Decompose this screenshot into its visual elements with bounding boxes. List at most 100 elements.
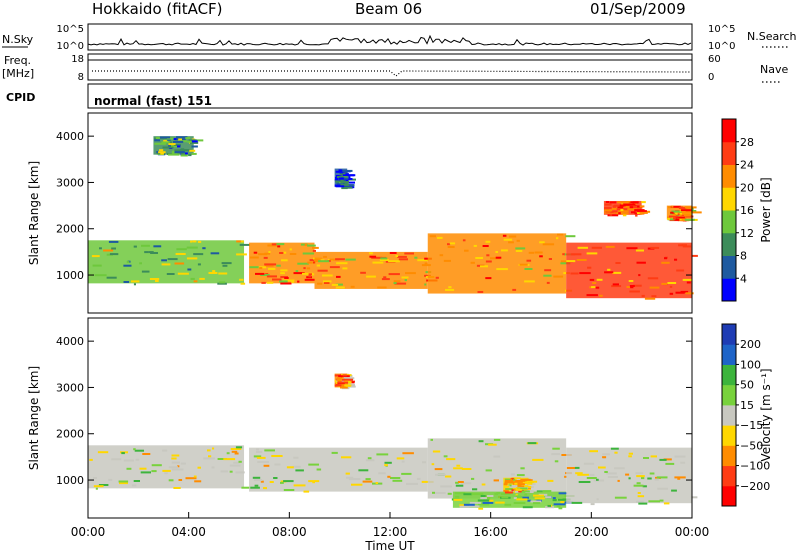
heatmap-cell bbox=[477, 291, 484, 293]
heatmap-cell bbox=[542, 243, 555, 246]
heatmap-cell bbox=[461, 468, 472, 470]
heatmap-cell bbox=[690, 496, 698, 499]
heatmap-cell bbox=[258, 266, 267, 269]
heatmap-cell bbox=[89, 458, 93, 461]
heatmap-cell bbox=[168, 143, 176, 146]
heatmap-cell bbox=[496, 268, 508, 271]
heatmap-cell bbox=[614, 496, 627, 499]
heatmap-cell bbox=[641, 294, 645, 297]
heatmap-cell bbox=[304, 243, 307, 246]
heatmap-cell bbox=[161, 259, 167, 262]
heatmap-cell bbox=[421, 264, 431, 267]
heatmap-cell bbox=[176, 248, 187, 251]
heatmap-cell bbox=[126, 261, 130, 264]
heatmap-cell bbox=[342, 174, 355, 177]
heatmap-cell bbox=[279, 280, 288, 283]
heatmap-cell bbox=[544, 269, 552, 272]
heatmap-cell bbox=[558, 507, 563, 510]
heatmap-cell bbox=[380, 257, 388, 260]
heatmap-cell bbox=[283, 251, 287, 254]
heatmap-cell bbox=[495, 501, 505, 504]
heatmap-cell bbox=[188, 139, 197, 142]
heatmap-cell bbox=[562, 253, 565, 256]
heatmap-cell bbox=[628, 280, 634, 282]
heatmap-cell bbox=[676, 269, 685, 272]
heatmap-cell bbox=[628, 455, 632, 458]
heatmap-cell bbox=[664, 257, 667, 260]
heatmap-cell bbox=[174, 149, 182, 152]
heatmap-cell bbox=[517, 484, 522, 487]
heatmap-cell bbox=[490, 257, 501, 260]
heatmap-cell bbox=[635, 249, 644, 252]
heatmap-cell bbox=[153, 245, 162, 248]
heatmap-cell bbox=[554, 460, 559, 463]
heatmap-cell bbox=[394, 282, 407, 285]
heatmap-cell bbox=[486, 497, 491, 500]
heatmap-cell bbox=[596, 478, 599, 481]
heatmap-cell bbox=[111, 247, 116, 250]
colorbar-tick-label: −50 bbox=[740, 439, 763, 452]
heatmap-cell bbox=[602, 456, 607, 459]
heatmap-cell bbox=[208, 455, 212, 458]
heatmap-cell bbox=[154, 137, 158, 140]
freq-tick-bottom: 8 bbox=[78, 72, 84, 83]
heatmap-cell bbox=[335, 180, 346, 183]
heatmap-cell bbox=[504, 485, 510, 488]
heatmap-cell bbox=[177, 465, 180, 468]
heatmap-cell bbox=[429, 235, 436, 238]
heatmap-cell bbox=[560, 262, 571, 265]
colorbar-tick-label: 4 bbox=[740, 272, 747, 285]
heatmap-cell bbox=[208, 272, 218, 274]
heatmap-cell bbox=[633, 205, 643, 208]
heatmap-cell bbox=[401, 276, 409, 279]
heatmap-cell bbox=[404, 252, 414, 255]
heatmap-cell bbox=[324, 281, 330, 284]
heatmap-cell bbox=[187, 268, 192, 271]
heatmap-cell bbox=[669, 292, 674, 295]
heatmap-cell bbox=[406, 482, 418, 485]
heatmap-cell bbox=[255, 272, 265, 275]
heatmap-cell bbox=[595, 286, 600, 289]
date-label: 01/Sep/2009 bbox=[590, 0, 686, 18]
heatmap-cell bbox=[358, 469, 369, 472]
heatmap-cell bbox=[268, 267, 276, 270]
heatmap-cell bbox=[612, 283, 619, 286]
heatmap-cell bbox=[560, 501, 566, 504]
y-tick-label: 4000 bbox=[56, 130, 84, 143]
heatmap-cell bbox=[495, 251, 498, 253]
freq-panel bbox=[87, 53, 693, 81]
heatmap-cell bbox=[249, 266, 260, 269]
heatmap-cell bbox=[551, 453, 561, 456]
heatmap-cell bbox=[685, 292, 694, 295]
heatmap-cell bbox=[629, 285, 635, 287]
heatmap-cell bbox=[250, 486, 260, 489]
heatmap-cell bbox=[342, 169, 353, 172]
heatmap-cell bbox=[280, 481, 284, 484]
heatmap-cell bbox=[501, 249, 508, 252]
colorbar-swatch bbox=[722, 210, 736, 234]
nave-tick-bottom: 0 bbox=[708, 72, 714, 83]
heatmap-cell bbox=[416, 477, 421, 480]
heatmap-cell bbox=[501, 496, 509, 499]
heatmap-cell bbox=[434, 468, 443, 471]
heatmap-cell bbox=[362, 480, 373, 483]
heatmap-cell bbox=[622, 214, 627, 217]
heatmap-cell bbox=[602, 453, 610, 456]
heatmap-cell bbox=[212, 270, 216, 273]
heatmap-cell bbox=[171, 454, 180, 457]
heatmap-cell bbox=[281, 259, 288, 262]
heatmap-cell bbox=[647, 277, 659, 280]
heatmap-cell bbox=[194, 480, 202, 483]
heatmap-cell bbox=[276, 243, 285, 246]
heatmap-cell bbox=[673, 218, 684, 221]
heatmap-cell bbox=[267, 244, 278, 247]
nsky-label: N.Sky bbox=[2, 33, 34, 46]
heatmap-cell bbox=[174, 151, 185, 154]
heatmap-cell bbox=[372, 261, 384, 264]
heatmap-cell bbox=[453, 467, 463, 470]
heatmap-cell bbox=[345, 472, 350, 475]
heatmap-cell bbox=[515, 488, 522, 491]
heatmap-cell bbox=[606, 472, 617, 475]
heatmap-cell bbox=[532, 458, 544, 461]
heatmap-cell bbox=[366, 275, 376, 278]
